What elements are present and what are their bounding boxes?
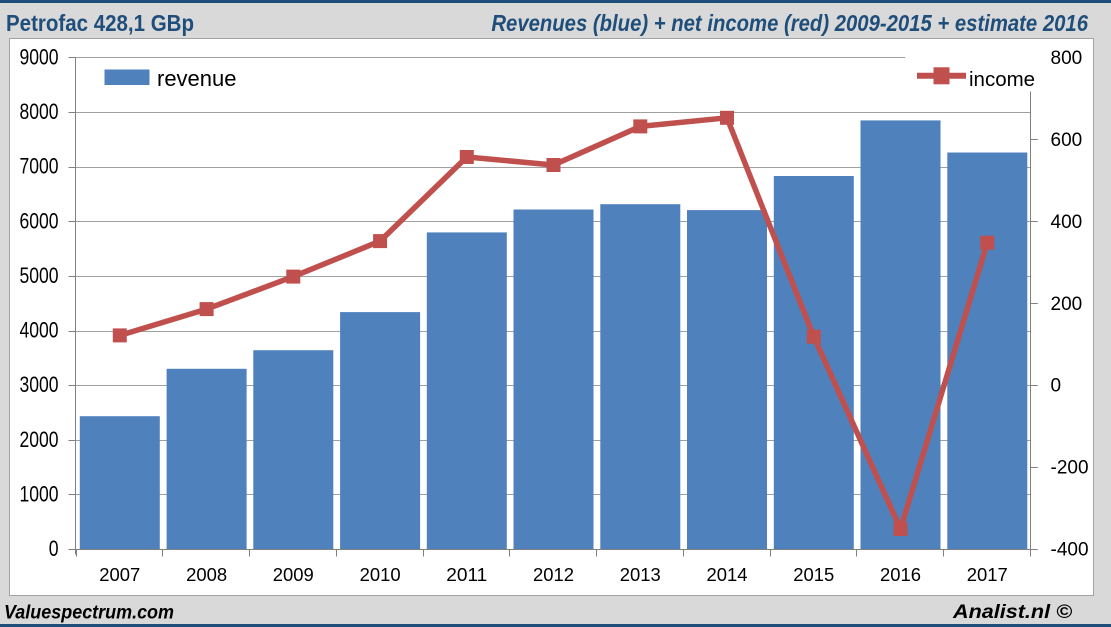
svg-text:2000: 2000 [20, 427, 59, 452]
svg-text:2015: 2015 [793, 565, 834, 585]
svg-text:0: 0 [49, 536, 59, 561]
svg-text:400: 400 [1051, 212, 1083, 233]
svg-text:2011: 2011 [446, 565, 487, 585]
svg-text:3000: 3000 [20, 372, 59, 397]
svg-text:Valuespectrum.com: Valuespectrum.com [4, 602, 174, 624]
svg-text:1000: 1000 [20, 481, 59, 506]
svg-text:2010: 2010 [360, 565, 401, 585]
svg-text:-200: -200 [1051, 458, 1089, 479]
svg-text:Petrofac 428,1 GBp: Petrofac 428,1 GBp [6, 10, 194, 36]
svg-text:2016: 2016 [880, 565, 921, 585]
svg-text:9000: 9000 [20, 44, 59, 69]
svg-text:0: 0 [1051, 376, 1062, 397]
svg-text:revenue: revenue [157, 66, 237, 91]
svg-text:6000: 6000 [20, 208, 59, 233]
svg-text:2009: 2009 [273, 565, 314, 585]
svg-text:2012: 2012 [533, 565, 574, 585]
svg-text:income: income [969, 68, 1035, 91]
svg-text:Revenues (blue) + net income (: Revenues (blue) + net income (red) 2009-… [491, 10, 1088, 36]
svg-text:4000: 4000 [20, 318, 59, 343]
svg-text:2013: 2013 [620, 565, 661, 585]
svg-text:2014: 2014 [707, 565, 748, 585]
svg-text:800: 800 [1051, 48, 1083, 69]
svg-text:8000: 8000 [20, 99, 59, 124]
svg-text:600: 600 [1051, 130, 1083, 151]
svg-text:2017: 2017 [967, 565, 1008, 585]
svg-text:2007: 2007 [99, 565, 140, 585]
svg-text:7000: 7000 [20, 154, 59, 179]
svg-text:2008: 2008 [186, 565, 227, 585]
svg-text:200: 200 [1051, 294, 1083, 315]
svg-text:-400: -400 [1051, 540, 1089, 561]
svg-text:5000: 5000 [20, 263, 59, 288]
svg-text:Analist.nl ©: Analist.nl © [952, 601, 1073, 623]
